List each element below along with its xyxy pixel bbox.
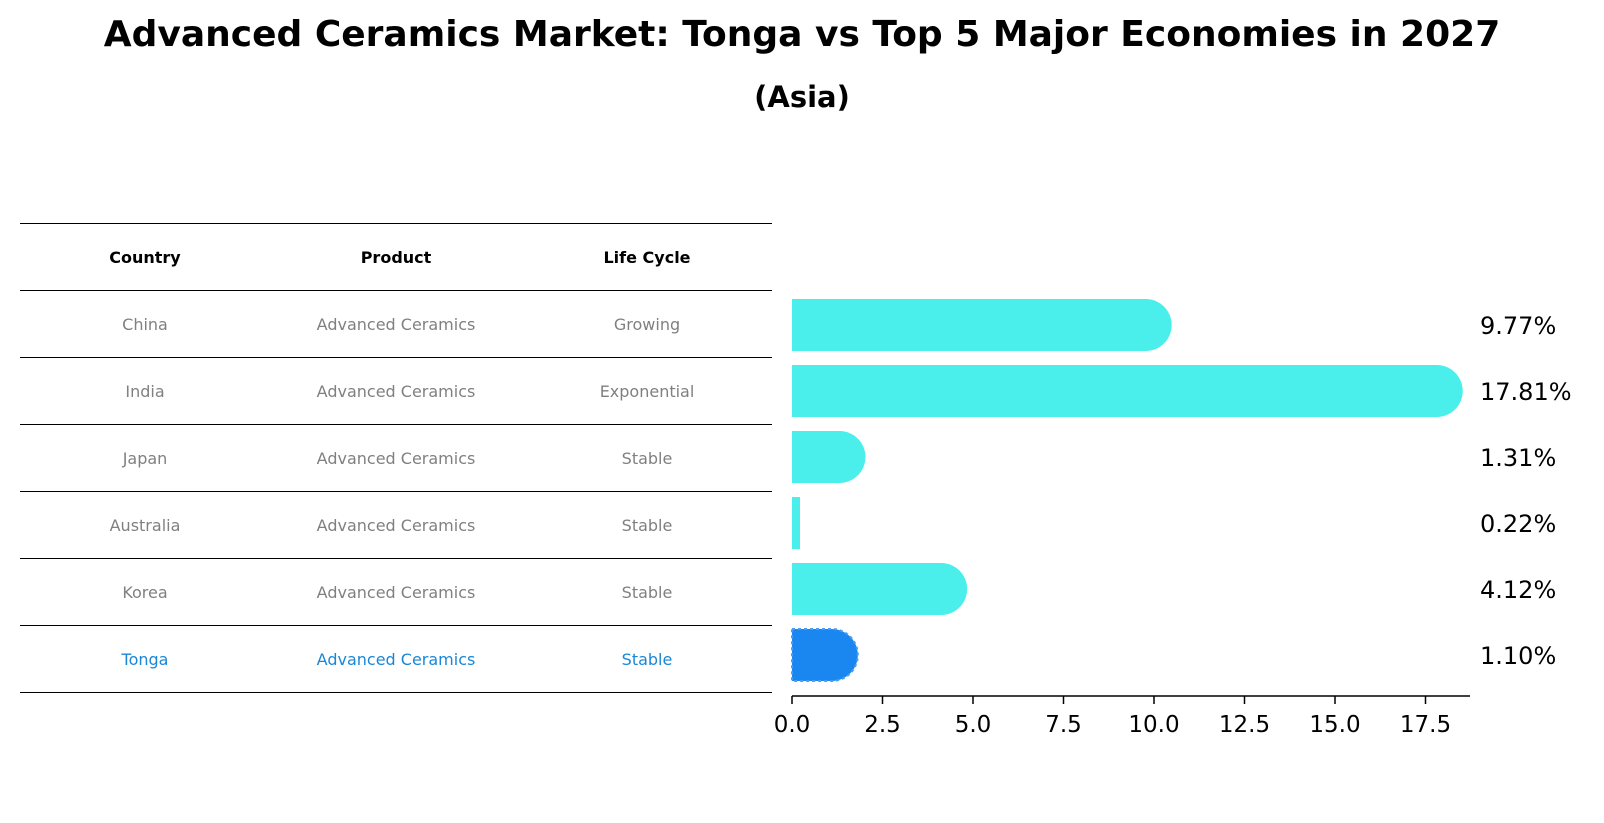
cell-life-cycle: Stable: [621, 515, 673, 535]
cell-product: Advanced Ceramics: [316, 448, 476, 468]
cell-product: Advanced Ceramics: [316, 649, 476, 669]
chart-subtitle: (Asia): [754, 80, 850, 114]
cell-country: Australia: [109, 515, 181, 535]
header-product: Product: [360, 247, 432, 267]
x-tick-label: 12.5: [1219, 712, 1270, 738]
cell-life-cycle: Exponential: [599, 381, 695, 401]
cell-country: Korea: [122, 582, 168, 602]
bar-australia: [792, 497, 800, 549]
cell-product: Advanced Ceramics: [316, 515, 476, 535]
value-label: 9.77%: [1480, 312, 1556, 340]
value-label: 0.22%: [1480, 510, 1556, 538]
value-label: 4.12%: [1480, 576, 1556, 604]
x-tick-label: 2.5: [864, 712, 901, 738]
value-label: 1.10%: [1480, 642, 1556, 670]
x-tick-label: 10.0: [1128, 712, 1179, 738]
x-tick-label: 5.0: [955, 712, 992, 738]
header-life-cycle: Life Cycle: [603, 247, 691, 267]
table-row: China Advanced Ceramics Growing: [20, 290, 772, 357]
bar-korea: [792, 563, 968, 615]
bar-japan: [792, 431, 866, 483]
value-label: 1.31%: [1480, 444, 1556, 472]
bar-india: [792, 365, 1463, 417]
table-row: India Advanced Ceramics Exponential: [20, 357, 772, 424]
cell-life-cycle: Stable: [621, 448, 673, 468]
cell-life-cycle: Growing: [613, 314, 681, 334]
cell-country: Tonga: [121, 649, 169, 669]
table-header-row: Country Product Life Cycle: [20, 223, 772, 290]
table-row: Australia Advanced Ceramics Stable: [20, 491, 772, 558]
header-country: Country: [109, 247, 181, 267]
x-tick-label: 7.5: [1045, 712, 1082, 738]
x-tick-label: 17.5: [1400, 712, 1451, 738]
cell-life-cycle: Stable: [621, 582, 673, 602]
cell-country: India: [125, 381, 165, 401]
table-row: Japan Advanced Ceramics Stable: [20, 424, 772, 491]
value-label: 17.81%: [1480, 378, 1572, 406]
bar-tonga: [791, 628, 859, 682]
x-tick-label: 15.0: [1309, 712, 1360, 738]
chart-title: Advanced Ceramics Market: Tonga vs Top 5…: [103, 14, 1501, 55]
table-row-highlight: Tonga Advanced Ceramics Stable: [20, 625, 772, 693]
bar-china: [792, 299, 1172, 351]
cell-product: Advanced Ceramics: [316, 582, 476, 602]
cell-product: Advanced Ceramics: [316, 381, 476, 401]
cell-life-cycle: Stable: [621, 649, 673, 669]
cell-country: China: [122, 314, 168, 334]
data-table: Country Product Life Cycle China Advance…: [20, 223, 772, 693]
x-tick-label: 0.0: [774, 712, 811, 738]
cell-country: Japan: [122, 448, 168, 468]
table-row: Korea Advanced Ceramics Stable: [20, 558, 772, 625]
cell-product: Advanced Ceramics: [316, 314, 476, 334]
